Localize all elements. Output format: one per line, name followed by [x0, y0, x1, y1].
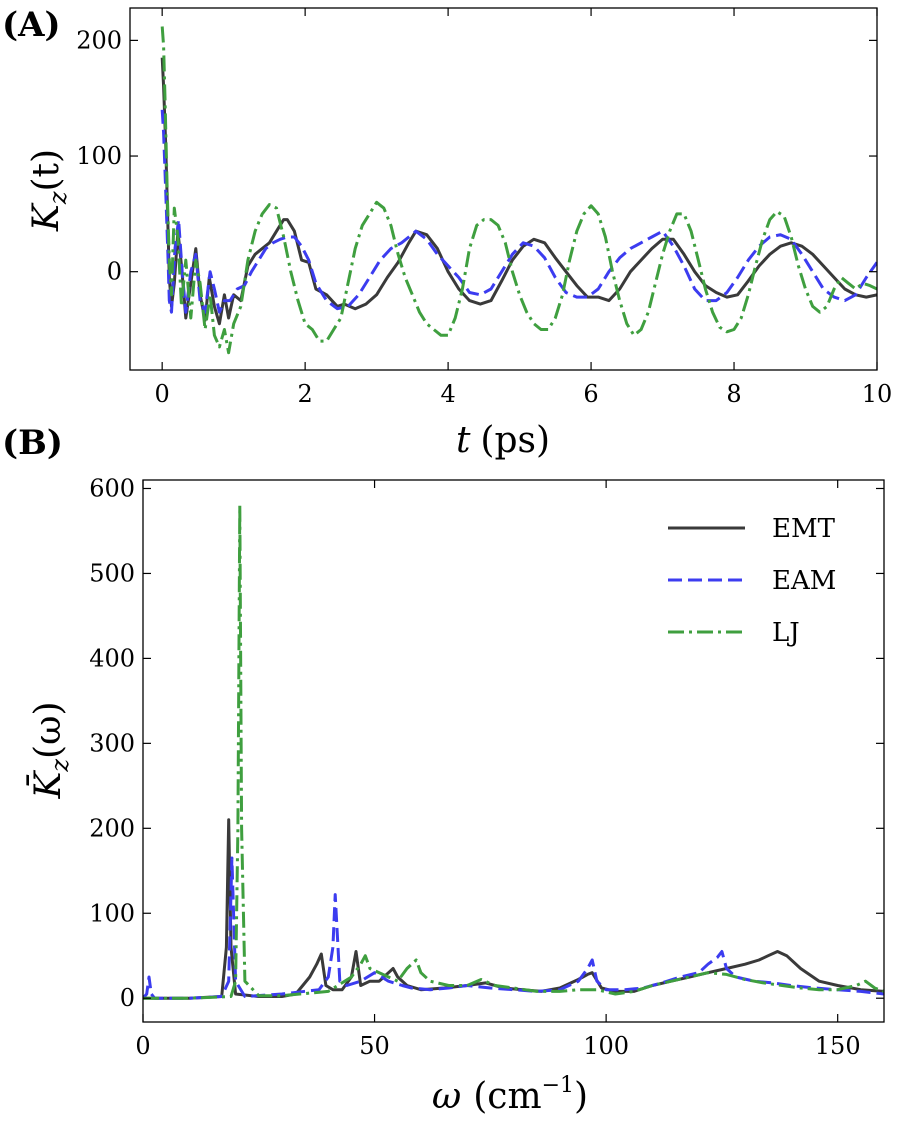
panel-b-xtick-label: 0: [135, 1032, 150, 1060]
panel-b-ylabel-arg: (ω): [28, 701, 69, 758]
panel-b-xticks: 0 50 100 150: [135, 480, 861, 1060]
panel-b-legend: EMT EAM LJ: [668, 514, 836, 648]
panel-b-ylabel-main: K̄: [26, 770, 69, 800]
panel-b-xtick-label: 100: [583, 1032, 629, 1060]
panel-a-ylabel: Kz(t): [26, 149, 72, 232]
panel-b-xlabel-unit-sup: −1: [542, 1073, 574, 1098]
panel-a-xlabel-main: t: [456, 420, 471, 461]
panel-a-ylabel-main: K: [26, 202, 67, 232]
panel-b-xlabel-unit-close: ): [574, 1076, 588, 1117]
panel-a-ytick-label: 100: [76, 142, 122, 170]
panel-a-series-eam: [160, 109, 877, 314]
panel-b-xlabel-main: ω: [432, 1076, 461, 1117]
panel-b-xlabel-unit-open: (cm: [473, 1076, 541, 1117]
panel-b: (B) 0 50 100 150 0 100 200 300 400 500 600 ω (cm−1…: [2, 423, 885, 1117]
legend-label-emt: EMT: [772, 514, 836, 544]
panel-a-xticks: 0 2 4 6 8 10: [155, 8, 893, 408]
panel-b-ytick-label: 100: [89, 899, 135, 927]
panel-b-ytick-label: 200: [89, 814, 135, 842]
panel-a-ytick-label: 200: [76, 26, 122, 54]
panel-b-label: (B): [2, 423, 63, 463]
panel-b-series-lj: [143, 504, 884, 1000]
panel-b-ytick-label: 600: [89, 474, 135, 502]
legend-label-lj: LJ: [772, 618, 800, 648]
legend-label-eam: EAM: [772, 566, 836, 596]
panel-a-xtick-label: 4: [440, 380, 455, 408]
panel-b-ytick-label: 400: [89, 644, 135, 672]
panel-b-ytick-label: 300: [89, 729, 135, 757]
panel-a-series-emt: [160, 57, 877, 326]
panel-b-xlabel: ω (cm−1): [432, 1073, 588, 1117]
panel-b-series-eam: [143, 856, 884, 1000]
panel-a-xtick-label: 10: [862, 380, 893, 408]
panel-a-xtick-label: 6: [583, 380, 598, 408]
panel-a-ylabel-arg: (t): [26, 149, 67, 192]
panel-a-ytick-label: 0: [107, 258, 122, 286]
panel-a-frame: [129, 7, 878, 371]
panel-b-series: [143, 504, 884, 1000]
panel-b-xtick-label: 50: [359, 1032, 390, 1060]
panel-a-label: (A): [2, 5, 61, 45]
panel-a-xlabel-unit: (ps): [480, 420, 550, 461]
panel-a-yticks: 0 100 200: [76, 26, 877, 286]
panel-a-series: [160, 26, 877, 355]
panel-a-series-lj: [160, 26, 877, 355]
panel-b-series-emt: [143, 818, 884, 1000]
panel-b-xtick-label: 150: [815, 1032, 861, 1060]
panel-a-ylabel-sub: z: [44, 191, 72, 205]
panel-a-xlabel: t (ps): [456, 420, 550, 461]
panel-b-ytick-label: 0: [120, 984, 135, 1012]
panel-b-ytick-label: 500: [89, 559, 135, 587]
panel-a-xtick-label: 8: [726, 380, 741, 408]
panel-a: (A) 0 2 4 6 8 10 0 100 200 t (ps) Kz(t): [2, 5, 892, 461]
panel-a-xtick-label: 0: [155, 380, 170, 408]
panel-b-yticks: 0 100 200 300 400 500 600: [89, 474, 884, 1012]
panel-a-xtick-label: 2: [297, 380, 312, 408]
panel-b-frame: [142, 479, 885, 1023]
panel-b-ylabel-sub: z: [46, 759, 74, 773]
panel-b-ylabel: K̄z(ω): [26, 701, 74, 799]
